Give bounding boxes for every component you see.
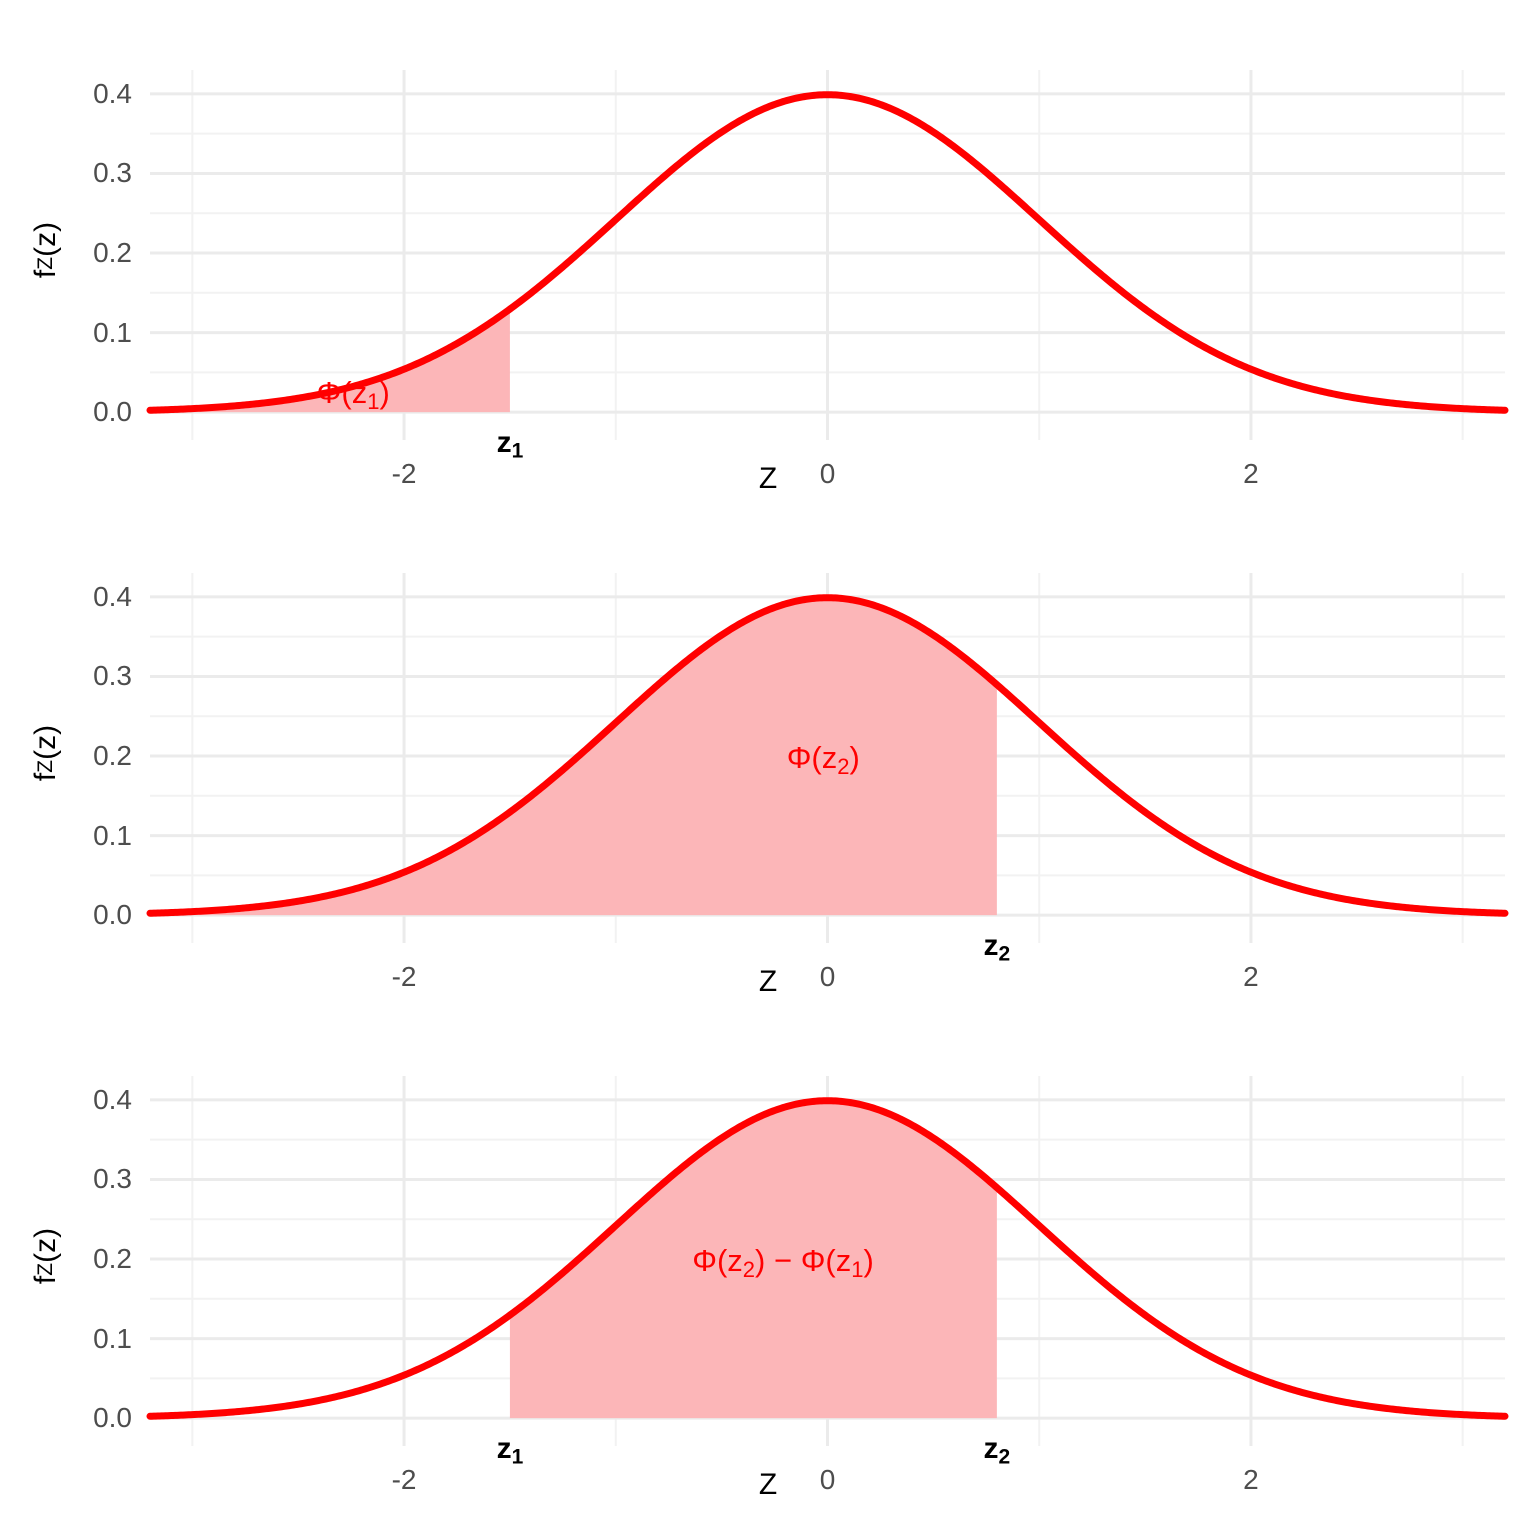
x-tick-label: 0 [819,458,836,489]
x-tick-label: -2 [391,961,417,992]
x-axis-label-3: Z [758,1468,778,1501]
y-tick-label: 0.2 [93,740,132,771]
x-tick-label: -2 [391,458,417,489]
boundary-marker-z1: z1 [496,426,524,463]
y-tick-label: 0.0 [93,899,132,931]
panel-phi-z2-minus-phi-z1: f Z (z) Z 0.0 0.1 0.2 0.3 0.4 -2 0 2 z1 z2 Φ(z2) − Φ… [0,1006,1536,1518]
x-tick-label: 2 [1243,961,1259,992]
x-tick-label: 0 [819,961,836,992]
panel-plot-area-1 [146,70,1509,440]
y-tick-label: 0.3 [93,157,132,189]
panel-phi-z1: f Z (z) Z 0.0 0.1 0.2 0.3 0.4 -2 0 2 z1 Φ(z1) [0,0,1536,512]
y-tick-label: 0.1 [93,1322,132,1354]
y-tick-label: 0.1 [93,819,132,851]
area-annotation-label: Φ(z1) [316,374,390,414]
y-tick-label: 0.4 [93,580,132,612]
panel-phi-z2: f Z (z) Z 0.0 0.1 0.2 0.3 0.4 -2 0 2 z2 Φ(z2) [0,503,1536,1015]
y-tick-label: 0.2 [93,237,132,268]
y-tick-label: 0.0 [93,1402,132,1434]
y-tick-label: 0.0 [93,396,132,428]
panel-plot-area-2 [146,573,1509,943]
boundary-marker-z2: z2 [983,1432,1011,1469]
boundary-marker-z2: z2 [983,929,1011,966]
y-tick-label: 0.3 [93,1163,132,1195]
x-axis-label-1: Z [758,462,778,495]
area-annotation-label: Φ(z2) − Φ(z1) [692,1243,874,1282]
x-tick-label: 0 [819,1464,836,1495]
area-annotation-label: Φ(z2) [786,740,860,779]
x-tick-label: 2 [1243,458,1259,489]
x-axis-label-2: Z [758,965,778,998]
y-tick-label: 0.1 [93,316,132,348]
x-tick-label: -2 [391,1464,417,1495]
panel-plot-area-3 [146,1076,1509,1446]
y-tick-label: 0.3 [93,660,132,692]
boundary-marker-z1: z1 [496,1432,524,1469]
x-tick-label: 2 [1243,1464,1259,1495]
y-tick-label: 0.4 [93,1083,132,1115]
y-tick-label: 0.4 [93,77,132,109]
y-tick-label: 0.2 [93,1243,132,1274]
